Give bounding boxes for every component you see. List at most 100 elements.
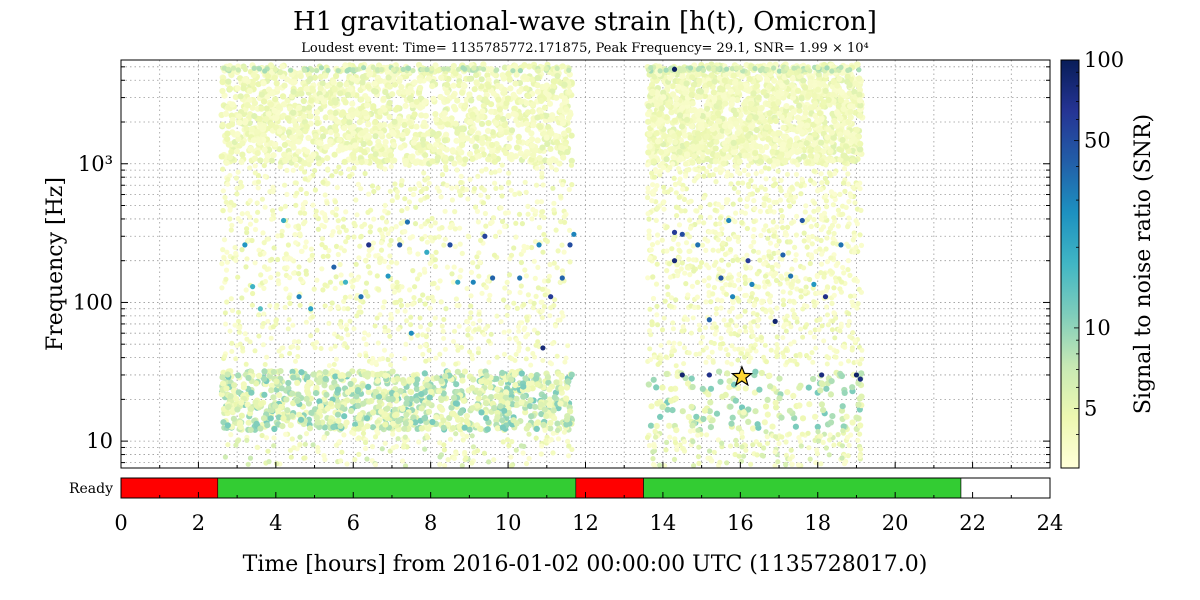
trigger-point <box>447 436 454 442</box>
trigger-point <box>390 431 396 437</box>
trigger-point <box>255 209 261 215</box>
trigger-point <box>525 292 532 298</box>
trigger-point <box>355 415 362 422</box>
trigger-point <box>456 323 462 329</box>
trigger-point <box>467 176 473 182</box>
trigger-point <box>730 149 738 156</box>
trigger-point <box>545 278 551 284</box>
trigger-point <box>526 63 533 70</box>
trigger-point <box>224 130 231 137</box>
trigger-point <box>410 139 417 146</box>
trigger-point <box>436 388 443 395</box>
trigger-point <box>332 331 337 337</box>
trigger-point <box>284 407 291 414</box>
trigger-point <box>338 111 345 118</box>
trigger-point <box>503 100 510 107</box>
trigger-point <box>394 104 401 111</box>
trigger-point <box>310 202 316 208</box>
trigger-point <box>763 124 770 131</box>
trigger-point <box>489 141 496 149</box>
trigger-point <box>297 231 303 237</box>
trigger-point <box>243 361 249 367</box>
trigger-point <box>453 361 459 367</box>
trigger-point <box>456 423 463 430</box>
trigger-point <box>468 293 474 299</box>
trigger-point <box>381 258 388 264</box>
trigger-point <box>453 451 459 457</box>
trigger-point <box>223 385 230 392</box>
trigger-point <box>533 208 539 214</box>
trigger-point <box>388 237 394 244</box>
trigger-point <box>366 71 373 78</box>
trigger-point <box>285 379 292 387</box>
trigger-point <box>234 438 240 444</box>
trigger-point <box>350 284 356 290</box>
trigger-point <box>387 152 394 159</box>
trigger-point <box>494 414 501 421</box>
trigger-point <box>468 97 475 104</box>
trigger-point <box>645 118 652 125</box>
trigger-point <box>308 409 315 416</box>
trigger-point <box>380 95 387 102</box>
trigger-point <box>270 368 277 376</box>
trigger-point <box>371 80 378 87</box>
trigger-point <box>235 372 242 379</box>
trigger-point <box>331 151 338 158</box>
trigger-point <box>410 234 416 240</box>
trigger-point <box>357 304 363 310</box>
trigger-point <box>247 455 254 461</box>
trigger-point <box>422 446 428 452</box>
trigger-point <box>261 285 267 291</box>
trigger-point <box>562 359 568 365</box>
trigger-point <box>396 89 403 96</box>
trigger-point <box>839 136 846 144</box>
trigger-point <box>229 349 235 354</box>
trigger-point <box>533 425 540 432</box>
trigger-point <box>326 363 332 369</box>
trigger-point <box>319 80 326 87</box>
trigger-point <box>510 417 517 424</box>
trigger-point <box>306 425 314 432</box>
trigger-point <box>347 380 354 388</box>
trigger-point <box>509 356 515 362</box>
trigger-point <box>516 211 523 217</box>
trigger-point <box>689 100 696 107</box>
trigger-point <box>477 318 483 324</box>
trigger-point <box>460 397 467 404</box>
trigger-point <box>228 148 235 156</box>
trigger-point <box>502 285 508 291</box>
trigger-point <box>478 192 484 198</box>
trigger-point <box>452 106 459 113</box>
trigger-point <box>364 456 370 462</box>
trigger-point <box>407 287 413 293</box>
trigger-point <box>418 391 425 398</box>
trigger-point <box>374 377 381 384</box>
trigger-point <box>384 157 391 164</box>
trigger-point <box>227 328 233 334</box>
trigger-point <box>356 451 362 457</box>
trigger-point <box>222 454 228 460</box>
trigger-point <box>340 224 346 230</box>
chart-subtitle: Loudest event: Time= 1135785772.171875, … <box>301 41 868 56</box>
trigger-point <box>493 233 499 239</box>
trigger-point <box>371 87 378 95</box>
trigger-point <box>458 267 464 273</box>
trigger-point <box>532 275 538 281</box>
trigger-point <box>320 179 326 185</box>
trigger-point <box>457 225 463 231</box>
trigger-point <box>248 389 255 396</box>
trigger-point <box>325 166 331 172</box>
trigger-point <box>511 300 517 306</box>
trigger-point <box>425 400 432 407</box>
trigger-point <box>483 166 489 172</box>
trigger-point <box>476 273 482 279</box>
trigger-point <box>402 308 408 314</box>
trigger-point <box>450 62 457 70</box>
trigger-point <box>351 326 357 332</box>
trigger-point <box>300 206 306 212</box>
trigger-point <box>342 294 348 300</box>
trigger-point <box>482 96 489 103</box>
trigger-point <box>401 425 408 432</box>
trigger-point <box>468 303 474 309</box>
trigger-point <box>526 431 532 437</box>
